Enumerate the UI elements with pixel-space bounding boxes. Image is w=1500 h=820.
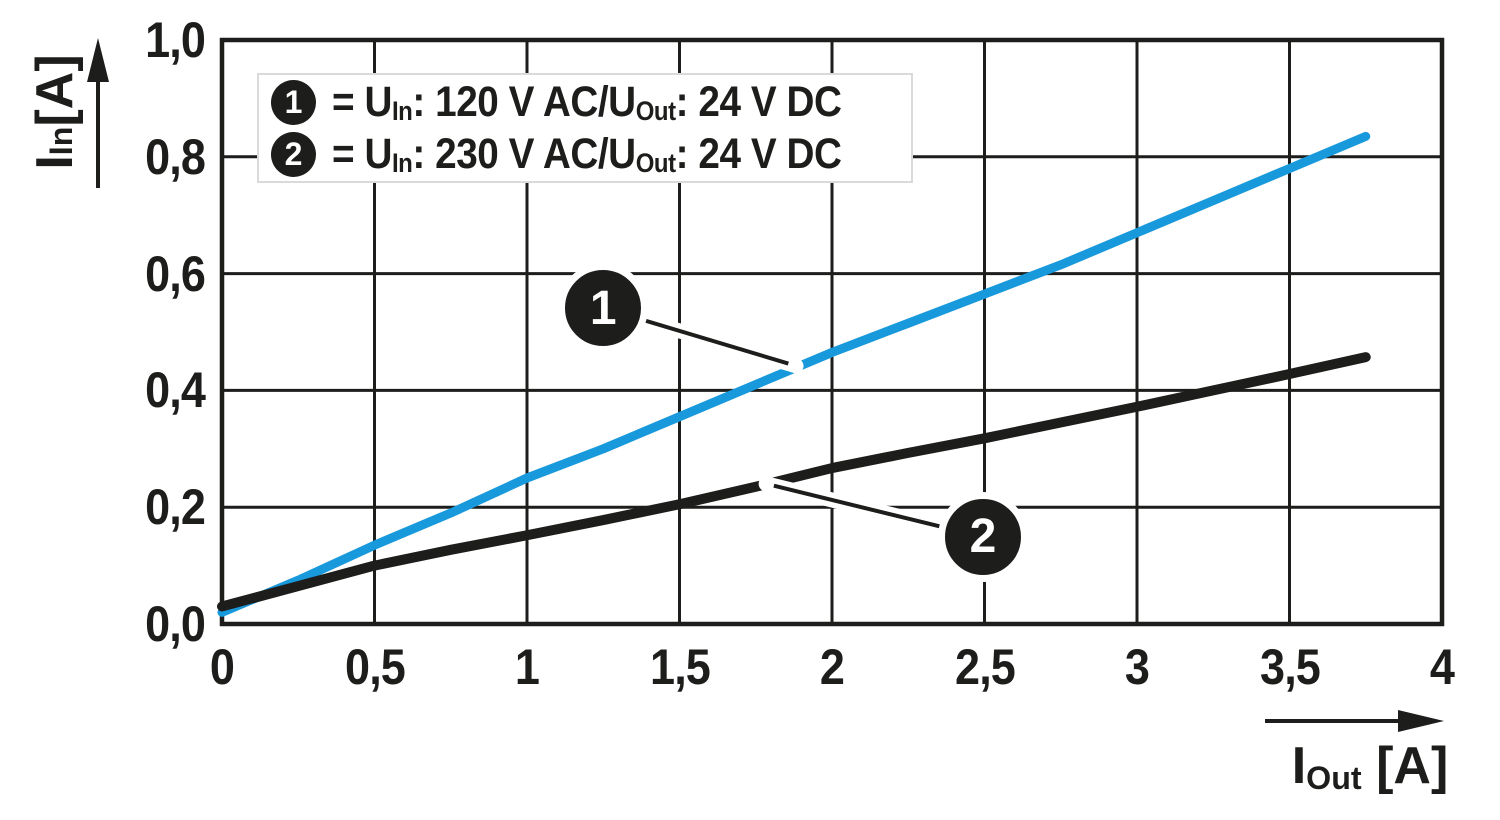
x-axis-label-base: I — [1291, 737, 1307, 795]
legend-item-2: 2 = UIn: 230 V AC/UOut: 24 V DC — [271, 129, 911, 179]
y-tick-label: 0,6 — [145, 245, 206, 302]
legend-badge-1-icon: 1 — [271, 79, 316, 125]
legend-box: 1 = UIn: 120 V AC/UOut: 24 V DC 2 = UIn:… — [257, 73, 913, 183]
y-axis-label-unit: [A] — [26, 54, 84, 127]
x-tick-label: 2,5 — [954, 639, 1016, 695]
callout-badge-1: 1 — [558, 263, 649, 354]
x-tick-label: 1,5 — [649, 639, 711, 695]
series-line-1 — [217, 131, 1371, 617]
x-axis-arrow-icon — [1265, 710, 1444, 732]
x-tick-label: 3 — [1124, 639, 1150, 695]
x-tick-label: 4 — [1429, 639, 1455, 695]
legend-item-1-label: = UIn: 120 V AC/UOut: 24 V DC — [332, 77, 842, 127]
legend-item-2-label: = UIn: 230 V AC/UOut: 24 V DC — [332, 129, 842, 179]
y-tick-label: 0,4 — [145, 362, 206, 419]
y-tick-label: 0,8 — [145, 128, 206, 185]
series-line-2 — [217, 352, 1371, 612]
x-axis-label-unit: [A] — [1361, 737, 1449, 795]
plot-border — [219, 37, 1445, 627]
legend-item-1: 1 = UIn: 120 V AC/UOut: 24 V DC — [271, 77, 911, 127]
x-axis-label: IOut [A] — [1280, 736, 1460, 796]
y-axis-label-base: I — [26, 155, 84, 170]
callout-badge-2: 2 — [937, 491, 1028, 582]
legend-badge-2-icon: 2 — [271, 131, 316, 177]
x-axis-label-sub: Out — [1306, 759, 1362, 796]
x-tick-label: 1 — [514, 639, 540, 695]
y-tick-label: 0,2 — [145, 479, 206, 536]
x-tick-label: 0 — [209, 639, 235, 695]
y-tick-label: 1,0 — [145, 12, 206, 68]
x-tick-label: 3,5 — [1259, 639, 1321, 695]
y-axis-label: I In [A] — [25, 12, 85, 212]
y-tick-label: 0,0 — [145, 596, 206, 652]
y-axis-arrow-icon — [87, 38, 109, 188]
y-axis-label-sub: In — [42, 126, 79, 156]
x-tick-label: 2 — [819, 639, 845, 695]
x-tick-label: 0,5 — [344, 639, 406, 695]
